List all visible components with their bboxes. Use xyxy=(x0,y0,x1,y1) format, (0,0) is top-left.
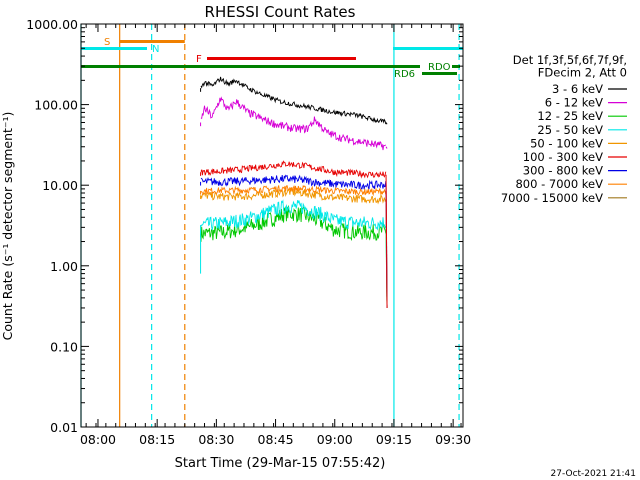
series-line xyxy=(200,76,387,125)
series-end-drop xyxy=(385,122,388,125)
legend-label: 6 - 12 keV xyxy=(545,96,603,110)
legend-label: 100 - 300 keV xyxy=(523,150,603,164)
x-tick-label: 08:45 xyxy=(258,432,294,447)
y-axis-label: Count Rate (s⁻¹ detector segment⁻¹) xyxy=(0,112,15,341)
legend-header: Det 1f,3f,5f,6f,7f,9f, xyxy=(513,53,627,67)
series-lines xyxy=(200,76,388,308)
legend: Det 1f,3f,5f,6f,7f,9f,FDecim 2, Att 0 3 -… xyxy=(501,53,627,205)
series-line xyxy=(200,160,387,179)
series-line xyxy=(200,96,387,151)
legend-header: FDecim 2, Att 0 xyxy=(538,66,627,80)
x-tick-label: 08:15 xyxy=(139,432,175,447)
footer-timestamp: 27-Oct-2021 21:41 xyxy=(551,469,636,479)
y-tick-label: 0.10 xyxy=(50,339,78,354)
y-axis: 0.01 0.10 1.00 10.00 100.00 1000.00 xyxy=(26,17,463,435)
x-axis-label: Start Time (29-Mar-15 07:55:42) xyxy=(175,456,386,471)
y-tick-label: 100.00 xyxy=(34,98,78,113)
event-markers xyxy=(80,24,460,427)
annotation-label: S xyxy=(104,37,110,48)
series-line xyxy=(200,187,387,205)
legend-label: 3 - 6 keV xyxy=(552,82,603,96)
annotation-label: RDO xyxy=(428,62,451,73)
annotation-label: F xyxy=(196,54,202,65)
x-axis: 08:00 08:15 08:30 08:45 09:00 09:15 09:30 xyxy=(80,24,471,447)
legend-label: 300 - 800 keV xyxy=(523,164,603,178)
legend-label: 12 - 25 keV xyxy=(537,109,603,123)
series-end-drop xyxy=(385,174,388,308)
annotation-label: RD6 xyxy=(394,69,415,80)
y-tick-label: 1000.00 xyxy=(26,17,78,32)
legend-label: 50 - 100 keV xyxy=(530,136,603,150)
chart-title: RHESSI Count Rates xyxy=(205,3,356,21)
x-tick-label: 08:00 xyxy=(80,432,116,447)
series-line xyxy=(200,199,387,231)
x-tick-label: 09:00 xyxy=(317,432,353,447)
legend-label: 7000 - 15000 keV xyxy=(501,191,603,205)
series-line xyxy=(200,174,387,190)
legend-label: 800 - 7000 keV xyxy=(515,177,603,191)
y-tick-label: 0.01 xyxy=(50,420,78,435)
annotation-bars: S N F RDO RD6 xyxy=(81,37,463,80)
y-tick-label: 10.00 xyxy=(42,178,78,193)
x-tick-label: 08:30 xyxy=(198,432,234,447)
legend-label: 25 - 50 keV xyxy=(537,123,603,137)
annotation-label: N xyxy=(152,44,159,55)
plot-frame xyxy=(80,23,464,428)
x-tick-label: 09:30 xyxy=(435,432,471,447)
y-tick-label: 1.00 xyxy=(50,259,78,274)
x-tick-label: 09:15 xyxy=(376,432,412,447)
series-line xyxy=(200,184,387,197)
series-line xyxy=(200,205,387,242)
series-end-drop xyxy=(385,146,388,149)
